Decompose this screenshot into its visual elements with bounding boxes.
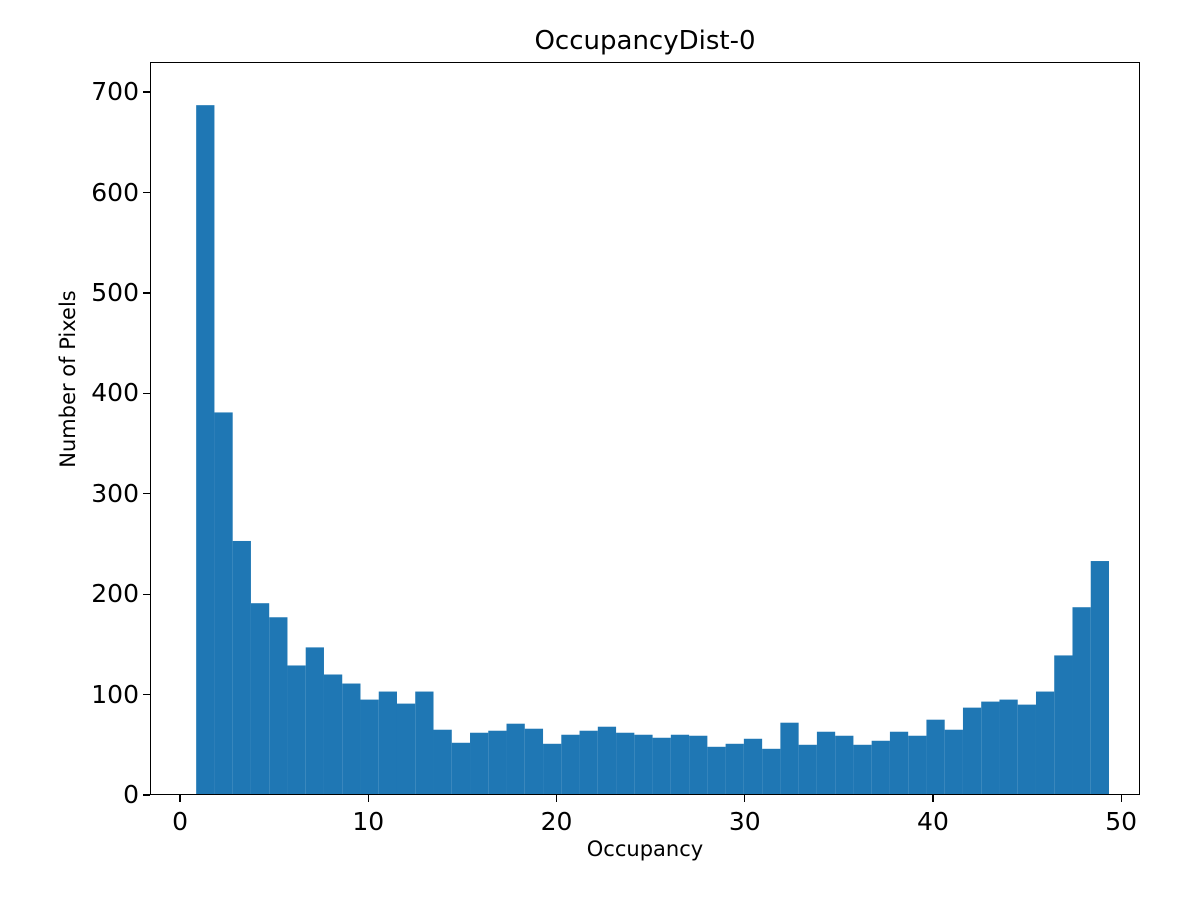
histogram-bar — [451, 742, 471, 794]
histogram-bar — [488, 730, 507, 794]
histogram-bar — [908, 735, 927, 794]
histogram-bar — [342, 683, 361, 794]
x-tick-mark — [1120, 795, 1122, 802]
histogram-bar — [798, 744, 817, 794]
histogram-bar — [999, 699, 1018, 794]
x-tick-label: 0 — [172, 807, 189, 836]
y-tick-mark — [143, 693, 150, 696]
y-tick-label: 400 — [91, 378, 139, 408]
x-tick-mark — [932, 795, 934, 802]
histogram-bars — [196, 105, 1110, 794]
histogram-bar — [634, 734, 653, 794]
histogram-bar — [250, 603, 270, 794]
y-tick-mark — [143, 392, 150, 394]
histogram-bar — [287, 665, 306, 794]
y-tick-mark — [143, 794, 150, 796]
histogram-bar — [433, 729, 452, 794]
histogram-bar — [360, 699, 379, 794]
y-tick-label: 0 — [123, 780, 139, 809]
y-tick-mark — [143, 292, 150, 294]
histogram-bar — [962, 707, 982, 794]
histogram-bar — [543, 743, 562, 794]
y-tick-label: 300 — [91, 478, 139, 508]
x-tick-label: 10 — [352, 807, 385, 836]
y-tick-mark — [143, 493, 150, 495]
histogram-bar — [579, 730, 598, 794]
x-tick-mark — [367, 795, 369, 802]
y-tick-label: 600 — [91, 177, 139, 207]
histogram-bar — [670, 734, 690, 794]
y-tick-label: 100 — [91, 679, 139, 709]
histogram-bar — [269, 617, 288, 794]
histogram-bar — [981, 701, 1000, 794]
x-tick-mark — [179, 795, 181, 802]
histogram-bar — [378, 691, 397, 794]
histogram-bar — [1054, 655, 1073, 794]
histogram-bar — [214, 412, 233, 794]
histogram-bar — [944, 729, 963, 794]
histogram-bar — [926, 719, 945, 794]
x-tick-label: 50 — [1105, 807, 1138, 836]
plot-axes — [150, 62, 1140, 795]
histogram-bar — [707, 746, 726, 794]
x-axis-label: Occupancy — [586, 837, 704, 861]
histogram-bar — [196, 105, 215, 794]
histogram-bar — [816, 731, 836, 794]
histogram-bar — [323, 674, 343, 794]
x-tick-mark — [555, 795, 558, 802]
histogram-bar — [616, 732, 635, 794]
histogram-bar — [689, 735, 708, 794]
histogram-bar — [1090, 561, 1110, 794]
histogram-bar — [1017, 704, 1036, 794]
histogram-bar — [743, 738, 763, 794]
histogram-bar — [232, 540, 251, 794]
histogram-bar — [780, 722, 799, 794]
y-tick-mark — [143, 91, 150, 93]
histogram-bar — [725, 743, 744, 794]
x-tick-label: 30 — [728, 807, 761, 836]
histogram-bar — [396, 703, 416, 794]
histogram-bar — [506, 723, 525, 794]
plot-area — [151, 63, 1139, 794]
y-tick-mark — [143, 191, 150, 194]
histogram-bar — [835, 735, 854, 794]
histogram-bar — [524, 728, 544, 794]
x-tick-label: 40 — [917, 807, 949, 836]
histogram-bar — [470, 732, 489, 794]
histogram-bar — [415, 691, 434, 794]
histogram-bar — [762, 748, 781, 794]
histogram-bar — [1072, 607, 1091, 794]
histogram-bar — [561, 734, 580, 794]
histogram-bar — [853, 744, 872, 794]
y-tick-mark — [143, 593, 150, 595]
histogram-bar — [305, 647, 324, 794]
y-tick-label: 700 — [91, 77, 139, 107]
histogram-bar — [871, 740, 890, 794]
chart-title: OccupancyDist-0 — [534, 26, 756, 56]
histogram-bar — [889, 731, 909, 794]
histogram-bar — [597, 726, 617, 794]
x-tick-label: 20 — [540, 807, 573, 836]
histogram-bar — [1035, 691, 1055, 794]
y-tick-label: 500 — [91, 277, 139, 307]
x-tick-mark — [744, 795, 746, 802]
y-tick-label: 200 — [91, 579, 139, 609]
histogram-bar — [652, 737, 671, 794]
